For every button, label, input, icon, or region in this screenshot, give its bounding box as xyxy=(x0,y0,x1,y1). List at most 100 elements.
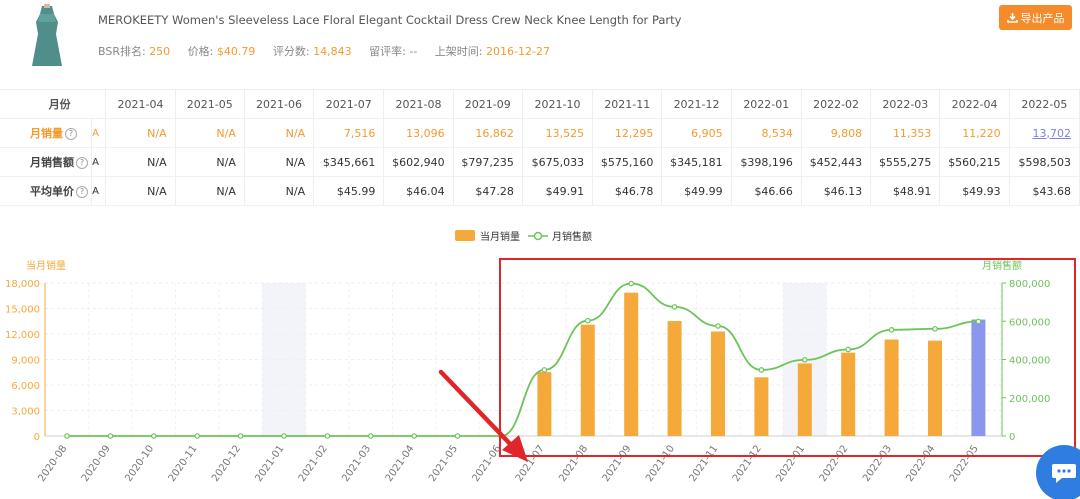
bsr-value: 250 xyxy=(149,45,171,58)
revenue-point xyxy=(845,346,852,353)
month-col-2022-03: 2022-03 xyxy=(870,89,941,119)
row-label: 平均单价? xyxy=(0,176,93,206)
left-tick-label: 15,000 xyxy=(5,305,40,316)
left-tick-label: 18,000 xyxy=(5,279,40,290)
chat-button[interactable] xyxy=(1036,445,1080,499)
table-cell: N/A xyxy=(105,176,176,206)
row-label-text: 月销量 xyxy=(30,127,63,140)
listed-date-value: 2016-12-27 xyxy=(486,45,550,58)
table-cell: $345,181 xyxy=(661,147,732,177)
revenue-point xyxy=(151,433,157,439)
table-cell: $345,661 xyxy=(313,147,385,177)
sales-bar xyxy=(928,340,942,436)
sales-bar xyxy=(841,352,856,436)
x-tick-label: 2021-01 xyxy=(253,443,286,484)
table-cell: 12,295 xyxy=(592,118,663,148)
x-tick-label: 2022-01 xyxy=(774,443,807,484)
product-meta: BSR排名: 250 价格: $40.79 评分数: 14,843 留评率: -… xyxy=(98,43,550,59)
table-cell: N/A xyxy=(244,176,315,206)
help-icon[interactable]: ? xyxy=(65,128,77,140)
right-tick-label: 400,000 xyxy=(1009,356,1050,367)
product-thumbnail xyxy=(32,4,62,66)
table-cell: N/A xyxy=(105,118,176,148)
month-header: 月份 xyxy=(0,89,107,119)
monthly-revenue-row: 月销售额? A N/A N/A N/A $345,661 $602,940 $797,235 $… xyxy=(0,147,1080,177)
sales-bar xyxy=(580,324,595,436)
product-title[interactable]: MEROKEETY Women's Sleeveless Lace Floral… xyxy=(98,13,682,27)
month-col-2021-09: 2021-09 xyxy=(453,89,523,119)
row-label-text: 月销售额 xyxy=(30,156,74,169)
table-cell: $46.04 xyxy=(383,176,454,206)
table-cell: 6,905 xyxy=(661,118,732,148)
month-col-2021-10: 2021-10 xyxy=(522,89,594,119)
rating-value: 14,843 xyxy=(313,45,352,58)
sales-bar xyxy=(537,372,552,436)
export-label: 导出产品 xyxy=(1020,11,1065,25)
month-col-2021-05: 2021-05 xyxy=(175,89,245,119)
revenue-line xyxy=(67,282,979,437)
right-axis-title: 月销售额 xyxy=(982,259,1022,272)
rating-label: 评分数: xyxy=(272,45,310,58)
revenue-point xyxy=(454,433,461,439)
table-cell[interactable]: 13,702 xyxy=(1009,118,1080,148)
table-cell: $575,160 xyxy=(592,147,663,177)
x-tick-label: 2021-11 xyxy=(687,443,720,484)
revenue-point xyxy=(281,433,287,439)
revenue-point xyxy=(411,433,418,439)
revenue-point xyxy=(541,367,548,373)
month-col-2021-04: 2021-04 xyxy=(105,89,176,119)
table-header-row: 月份 2021-04 2021-05 2021-06 2021-07 2021-08 20… xyxy=(0,89,1080,119)
table-cell: N/A xyxy=(175,147,245,177)
table-cell: $675,033 xyxy=(522,147,594,177)
x-tick-label: 2020-11 xyxy=(167,443,200,484)
x-tick-label: 2021-12 xyxy=(731,443,764,484)
revenue-point xyxy=(888,327,895,333)
left-tick-label: 3,000 xyxy=(11,407,40,418)
month-col-2022-01: 2022-01 xyxy=(731,89,802,119)
sales-bar xyxy=(754,377,769,436)
revenue-point xyxy=(628,280,635,287)
month-col-2022-04: 2022-04 xyxy=(939,89,1010,119)
row-flag: A xyxy=(91,118,107,148)
x-tick-label: 2021-03 xyxy=(340,443,373,484)
annotation-arrowhead xyxy=(502,435,528,462)
x-tick-label: 2021-02 xyxy=(297,443,330,484)
x-tick-label: 2021-08 xyxy=(557,443,590,484)
table-cell: N/A xyxy=(175,118,245,148)
export-product-button[interactable]: 导出产品 xyxy=(999,5,1072,30)
revenue-point xyxy=(758,367,765,373)
sales-bar xyxy=(797,363,812,436)
table-cell: $49.93 xyxy=(939,176,1010,206)
revenue-point xyxy=(194,433,201,439)
right-tick-label: 800,000 xyxy=(1009,279,1050,290)
review-rate-label: 留评率: xyxy=(369,45,406,58)
help-icon[interactable]: ? xyxy=(76,186,88,198)
month-col-2021-12: 2021-12 xyxy=(661,89,732,119)
month-col-2021-06: 2021-06 xyxy=(244,89,315,119)
table-cell: N/A xyxy=(105,147,176,177)
table-cell: 11,220 xyxy=(939,118,1010,148)
table-cell: 7,516 xyxy=(313,118,385,148)
listed-date-label: 上架时间: xyxy=(434,45,483,58)
left-tick-label: 9,000 xyxy=(11,356,40,367)
table-cell: $47.28 xyxy=(453,176,523,206)
table-cell: $598,503 xyxy=(1009,147,1080,177)
row-label: 月销量? xyxy=(0,118,93,148)
x-tick-label: 2021-06 xyxy=(470,443,503,484)
bsr-label: BSR排名: xyxy=(98,45,146,58)
download-icon xyxy=(1006,13,1018,23)
left-tick-label: 6,000 xyxy=(11,381,40,392)
left-tick-label: 0 xyxy=(34,432,40,443)
help-icon[interactable]: ? xyxy=(76,157,88,169)
table-cell: N/A xyxy=(175,176,245,206)
legend-line-marker xyxy=(533,231,543,241)
right-tick-label: 0 xyxy=(1009,432,1015,443)
table-cell: $46.78 xyxy=(592,176,663,206)
table-cell: $49.91 xyxy=(522,176,594,206)
month-col-2021-08: 2021-08 xyxy=(383,89,454,119)
table-cell: 16,862 xyxy=(453,118,523,148)
row-flag: A xyxy=(91,176,107,206)
table-cell: $555,275 xyxy=(870,147,941,177)
chat-bubble-icon xyxy=(1052,464,1076,483)
table-cell: 13,096 xyxy=(383,118,454,148)
